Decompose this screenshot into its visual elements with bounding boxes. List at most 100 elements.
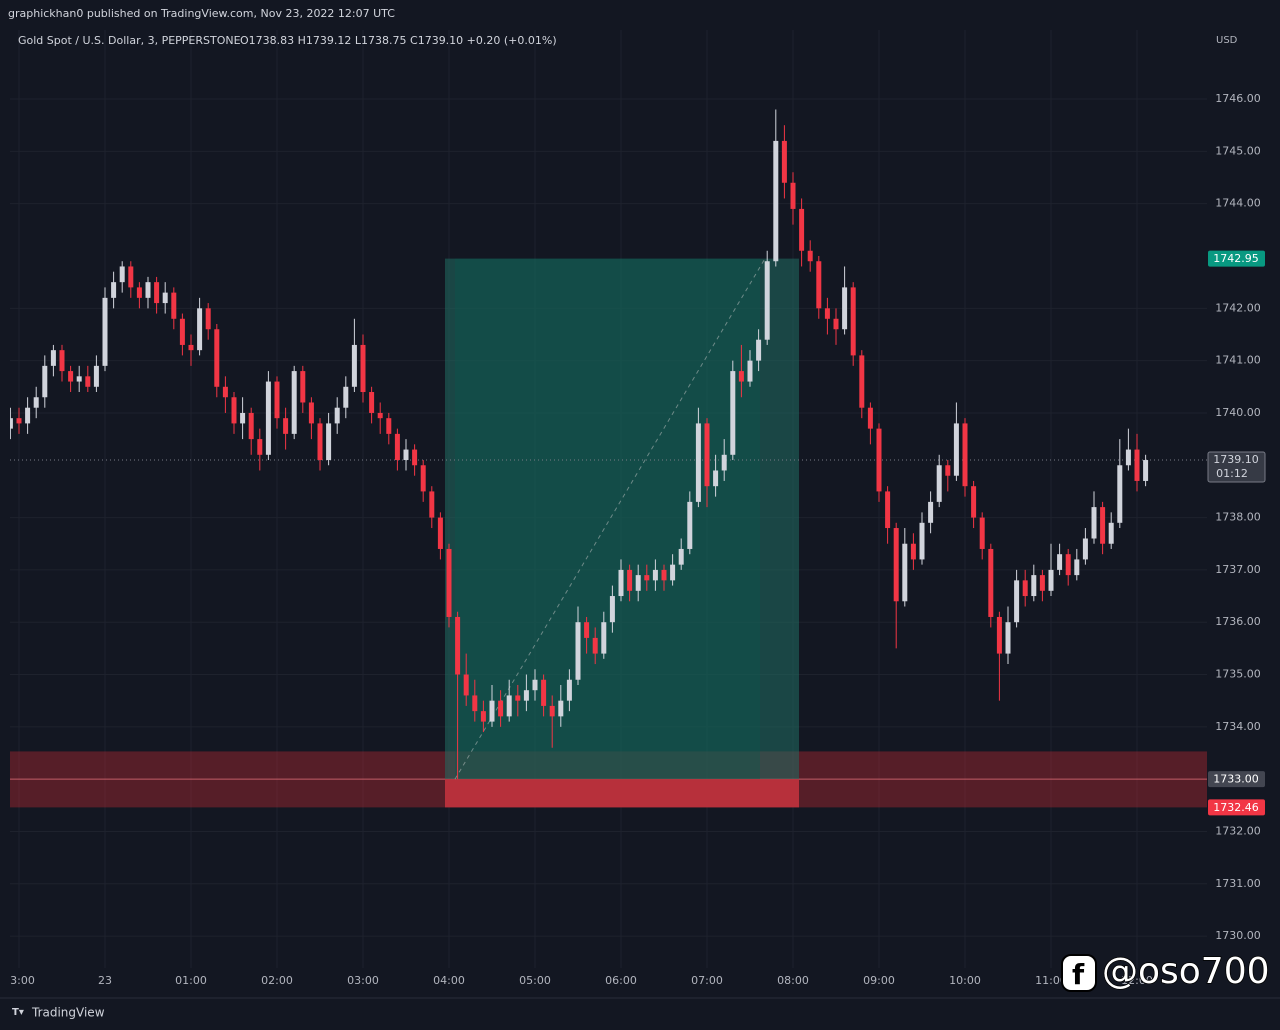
y-tick-label: 1738.00 [1215,511,1261,524]
candle-body [1125,449,1131,466]
candle-body [549,705,555,717]
candle-body [59,350,65,372]
candle-body [704,423,710,487]
candle-body [257,439,263,455]
target-area [445,258,799,780]
candle-body [816,261,822,309]
candle-body [721,454,727,471]
candle-body [429,491,435,518]
candle-body [197,308,203,351]
candle-body [996,616,1002,654]
candle-body [283,418,289,434]
target-tag [1208,250,1265,267]
candle-body [291,371,297,434]
candle-body [876,428,882,492]
candle-body [609,596,615,623]
y-tick-label: 1744.00 [1215,197,1261,210]
candle-body [16,418,22,424]
candle-body [592,637,598,654]
candle-body [695,423,701,502]
x-tick-label: 23:00 [3,974,35,987]
candle-body [360,344,366,393]
candle-body [945,465,951,476]
candle-body [68,371,74,382]
stop-tag [1208,799,1265,816]
candle-body [902,543,908,602]
x-tick-label: 08:00 [777,974,809,987]
candle-body [489,700,495,722]
candles [10,109,1149,780]
candle-body [910,543,916,560]
symbol: Gold Spot / U.S. Dollar, 3, PEPPERSTONE [18,34,241,47]
candle-body [1091,507,1097,539]
x-tick-label: 03:00 [347,974,379,987]
candle-body [644,575,650,581]
candle-body [1108,522,1114,544]
candle-body [93,365,99,387]
candle-body [214,329,220,387]
candle-body [661,569,667,581]
candle-body [76,376,82,382]
last-price-label: 1739.10 [1213,453,1259,466]
candle-body [558,700,564,717]
candle-body [1117,465,1123,523]
candle-body [713,470,719,487]
candle-body [747,360,753,382]
candle-body [455,616,461,675]
candle-body [867,407,873,429]
candle-body [601,622,607,654]
candle-body [919,522,925,560]
candle-body [635,575,641,591]
candle-body [738,371,744,382]
candle-body [773,140,779,262]
x-tick-label: 05:00 [519,974,551,987]
candle-body [523,690,529,701]
candle-body [1100,507,1106,544]
candle-body [1082,538,1088,560]
entry-tag [1208,771,1265,788]
candle-body [334,407,340,424]
candle-body [670,564,676,581]
x-tick-label: 09:00 [863,974,895,987]
ohlc: O1738.83 H1739.12 L1738.75 C1739.10 +0.2… [240,34,557,47]
candle-body [386,418,392,434]
footer-brand: TradingView [31,1006,105,1020]
y-tick-label: 1730.00 [1215,929,1261,942]
candle-body [833,318,839,330]
candle-body [1014,580,1020,623]
facebook-icon [1061,954,1097,992]
y-tick-label: 1737.00 [1215,563,1261,576]
candle-body [102,297,108,366]
candle-body [1039,575,1045,591]
x-tick-label: 04:00 [433,974,465,987]
x-tick-label: 12:00 [1121,974,1153,987]
candle-body [988,548,994,617]
candle-body [111,282,117,298]
x-tick-label: 02:00 [261,974,293,987]
candle-body [756,339,762,361]
candle-body [85,376,91,387]
candle-body [885,491,891,529]
y-tick-label: 1735.00 [1215,668,1261,681]
candle-body [1074,559,1080,576]
candle-body [652,569,658,581]
y-tick-label: 1731.00 [1215,877,1261,890]
watermark-text: @oso700 [1102,951,1270,992]
candle-body [566,679,572,701]
candle-body [799,208,805,251]
candle-body [472,695,478,712]
candle-body [962,423,968,487]
candle-body [678,548,684,565]
candle-body [971,486,977,518]
candle-body [351,344,357,387]
candle-body [248,412,254,440]
logo: T▾ [12,1007,24,1018]
candle-body [463,674,469,696]
candle-body [412,449,418,466]
candle-body [154,282,160,304]
x-tick-label: 06:00 [605,974,637,987]
target-label: 1742.95 [1213,252,1259,265]
candle-body [162,292,168,304]
candle-body [50,350,56,366]
